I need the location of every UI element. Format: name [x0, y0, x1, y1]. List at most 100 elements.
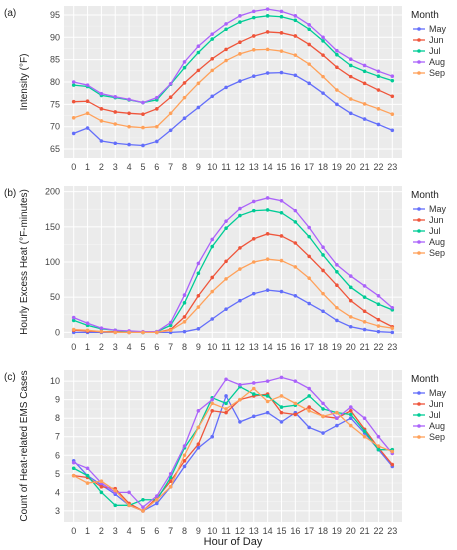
y-tick-label: 7 [55, 432, 60, 442]
legend-swatch-marker [417, 229, 421, 233]
data-point-sep [390, 449, 395, 454]
data-point-may [362, 117, 367, 121]
data-point-may [321, 91, 325, 95]
series-line-jul [73, 385, 393, 506]
data-point-aug [293, 208, 298, 213]
data-point-jun [210, 56, 215, 61]
data-point-may [335, 102, 339, 107]
data-point-jun [224, 259, 228, 264]
data-point-sep [155, 497, 159, 502]
data-point-aug [238, 206, 242, 211]
data-point-sep [335, 88, 339, 92]
data-point-may [182, 116, 187, 121]
data-point-jul [99, 490, 104, 495]
data-point-sep [251, 386, 256, 391]
data-point-jul [251, 392, 256, 396]
data-point-aug [182, 444, 187, 448]
data-point-aug [251, 381, 256, 385]
data-point-jul [293, 220, 298, 224]
data-point-may [307, 301, 311, 306]
legend-swatch-marker [417, 435, 421, 439]
x-tick-label: 6 [154, 162, 159, 172]
data-point-may [335, 318, 339, 323]
data-point-jul [348, 412, 353, 417]
data-point-aug [238, 383, 242, 387]
legend-title: Month [411, 10, 439, 21]
data-point-jun [362, 309, 367, 314]
data-point-sep [238, 52, 242, 56]
data-point-may [196, 105, 201, 110]
data-point-sep [362, 320, 367, 324]
data-point-jun [279, 234, 284, 238]
data-point-jun [224, 410, 228, 415]
legend-entry-jun: Jun [429, 215, 444, 225]
legend-entry-jun: Jun [429, 399, 444, 409]
legend-swatch-marker [417, 60, 421, 64]
x-tick-label: 12 [235, 162, 245, 172]
legend-entry-jul: Jul [429, 226, 441, 236]
data-point-aug [168, 81, 173, 86]
data-point-may [265, 288, 270, 292]
x-tick-label: 14 [263, 162, 273, 172]
x-tick-label: 14 [263, 342, 273, 352]
data-point-sep [279, 394, 284, 398]
data-point-jun [85, 99, 90, 104]
data-point-jul [390, 78, 395, 83]
data-point-aug [279, 9, 284, 14]
data-point-jun [182, 81, 187, 85]
data-point-sep [335, 305, 339, 310]
x-tick-label: 1 [85, 342, 90, 352]
x-tick-label: 17 [304, 526, 314, 536]
data-point-sep [390, 112, 395, 116]
legend-swatch-marker [417, 27, 421, 31]
data-point-may [293, 293, 298, 298]
data-point-jun [224, 47, 228, 52]
data-point-jul [251, 208, 256, 213]
data-point-may [279, 70, 284, 75]
data-point-may [224, 307, 228, 311]
data-point-aug [224, 219, 228, 223]
x-tick-label: 4 [127, 342, 132, 352]
panel-label: (b) [4, 188, 16, 199]
data-point-jul [210, 244, 215, 249]
x-tick-label: 15 [276, 342, 286, 352]
data-point-aug [210, 397, 215, 402]
data-point-jun [155, 107, 159, 111]
x-tick-label: 21 [360, 342, 370, 352]
data-point-sep [196, 425, 201, 430]
data-point-sep [348, 315, 353, 319]
data-point-sep [348, 97, 353, 101]
data-point-may [251, 74, 256, 78]
data-point-jul [265, 208, 270, 212]
data-point-jul [71, 83, 76, 87]
data-point-sep [85, 111, 90, 116]
x-tick-label: 10 [207, 526, 217, 536]
x-tick-label: 19 [332, 162, 342, 172]
data-point-sep [182, 453, 187, 458]
x-tick-label: 5 [140, 162, 145, 172]
y-tick-label: 70 [50, 122, 60, 132]
data-point-aug [251, 9, 256, 14]
data-point-sep [265, 399, 270, 404]
legend-swatch-marker [417, 391, 421, 395]
series-line-sep [73, 387, 393, 512]
data-point-may [376, 122, 381, 127]
data-point-aug [335, 416, 339, 420]
panel-label: (a) [4, 8, 16, 19]
x-tick-label: 22 [373, 526, 383, 536]
data-point-may [293, 73, 298, 78]
data-point-sep [141, 125, 145, 130]
x-tick-label: 23 [387, 526, 397, 536]
data-point-jun [307, 405, 311, 409]
data-point-sep [85, 481, 90, 485]
data-point-aug [182, 293, 187, 297]
data-point-may [238, 420, 242, 424]
x-tick-label: 9 [196, 162, 201, 172]
data-point-may [99, 139, 104, 143]
data-point-aug [265, 7, 270, 11]
x-tick-label: 22 [373, 342, 383, 352]
data-point-may [182, 329, 187, 334]
data-point-aug [210, 237, 215, 242]
legend-entry-may: May [429, 204, 447, 214]
